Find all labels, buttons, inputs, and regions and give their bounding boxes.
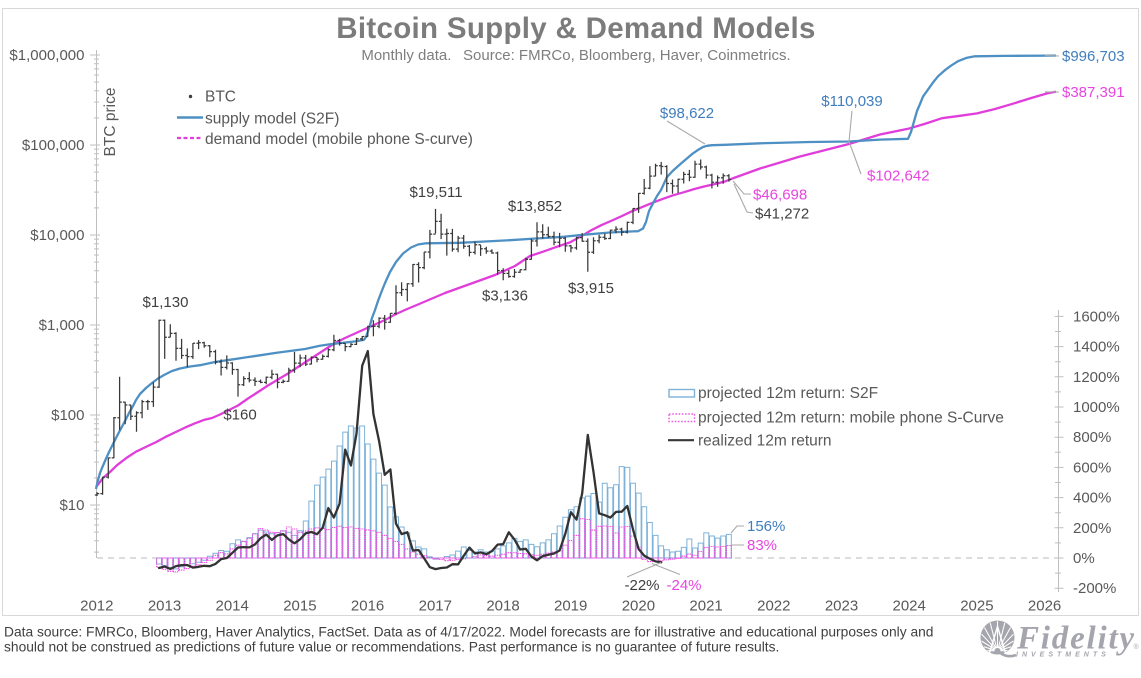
svg-text:$100: $100 — [51, 407, 84, 424]
svg-text:1400%: 1400% — [1073, 339, 1120, 356]
svg-text:1600%: 1600% — [1073, 308, 1120, 325]
svg-text:2021: 2021 — [689, 598, 722, 615]
svg-text:2018: 2018 — [486, 598, 519, 615]
svg-text:Bitcoin Supply & Demand Models: Bitcoin Supply & Demand Models — [336, 12, 815, 45]
svg-text:$10: $10 — [59, 497, 84, 514]
svg-text:$13,852: $13,852 — [508, 198, 562, 215]
svg-text:$996,703: $996,703 — [1062, 48, 1125, 65]
svg-text:$387,391: $387,391 — [1062, 84, 1125, 101]
svg-text:$3,136: $3,136 — [482, 288, 528, 305]
svg-text:INVESTMENTS: INVESTMENTS — [1016, 652, 1110, 659]
svg-text:Fidelity: Fidelity — [1016, 621, 1136, 657]
svg-text:$19,511: $19,511 — [409, 184, 462, 201]
svg-text:83%: 83% — [747, 537, 777, 554]
svg-text:2026: 2026 — [1028, 598, 1061, 615]
svg-text:demand model (mobile phone S-c: demand model (mobile phone S-curve) — [205, 131, 473, 148]
svg-text:0%: 0% — [1073, 550, 1095, 567]
svg-text:$1,000,000: $1,000,000 — [9, 47, 84, 64]
svg-text:$102,642: $102,642 — [867, 168, 930, 185]
svg-text:$3,915: $3,915 — [568, 280, 614, 297]
svg-text:realized 12m return: realized 12m return — [698, 433, 832, 450]
svg-text:800%: 800% — [1073, 429, 1111, 446]
svg-text:2020: 2020 — [622, 598, 655, 615]
svg-text:156%: 156% — [747, 518, 785, 535]
svg-text:®: ® — [1134, 643, 1140, 651]
svg-text:$41,272: $41,272 — [755, 206, 809, 223]
svg-text:should not be construed as pre: should not be construed as predictions o… — [4, 640, 779, 655]
svg-text:projected 12m return: mobile p: projected 12m return: mobile phone S-Cur… — [698, 410, 1004, 427]
svg-text:$46,698: $46,698 — [753, 187, 807, 204]
svg-text:Monthly data. Source: FMRCo,: Monthly data. Source: FMRCo, Bloomberg, … — [361, 47, 790, 64]
svg-text:2024: 2024 — [893, 598, 926, 615]
svg-text:2025: 2025 — [960, 598, 993, 615]
svg-text:2023: 2023 — [825, 598, 858, 615]
svg-text:$98,622: $98,622 — [660, 105, 714, 122]
svg-text:2012: 2012 — [80, 598, 113, 615]
svg-text:$1,000: $1,000 — [39, 317, 85, 334]
svg-text:2022: 2022 — [757, 598, 790, 615]
svg-text:400%: 400% — [1073, 490, 1111, 507]
svg-text:BTC price: BTC price — [102, 88, 119, 157]
svg-text:2016: 2016 — [351, 598, 384, 615]
svg-text:$1,130: $1,130 — [143, 294, 189, 311]
svg-text:1200%: 1200% — [1073, 369, 1120, 386]
svg-text:200%: 200% — [1073, 520, 1111, 537]
svg-text:$110,039: $110,039 — [821, 93, 882, 110]
svg-text:600%: 600% — [1073, 459, 1111, 476]
svg-text:-200%: -200% — [1073, 580, 1116, 597]
svg-text:2015: 2015 — [283, 598, 316, 615]
svg-text:BTC: BTC — [205, 89, 236, 106]
svg-text:$160: $160 — [223, 407, 256, 424]
svg-text:2013: 2013 — [148, 598, 181, 615]
svg-text:1000%: 1000% — [1073, 399, 1120, 416]
svg-text:$100,000: $100,000 — [22, 137, 85, 154]
svg-text:-24%: -24% — [666, 577, 701, 594]
svg-text:2014: 2014 — [216, 598, 249, 615]
svg-text:supply model (S2F): supply model (S2F) — [205, 111, 339, 128]
svg-text:$10,000: $10,000 — [30, 227, 84, 244]
svg-text:Data source: FMRCo, Bloomberg,: Data source: FMRCo, Bloomberg, Haver Ana… — [4, 625, 933, 640]
svg-text:projected 12m return: S2F: projected 12m return: S2F — [698, 385, 878, 402]
svg-text:2019: 2019 — [554, 598, 587, 615]
svg-text:2017: 2017 — [419, 598, 452, 615]
svg-text:-22%: -22% — [624, 577, 659, 594]
